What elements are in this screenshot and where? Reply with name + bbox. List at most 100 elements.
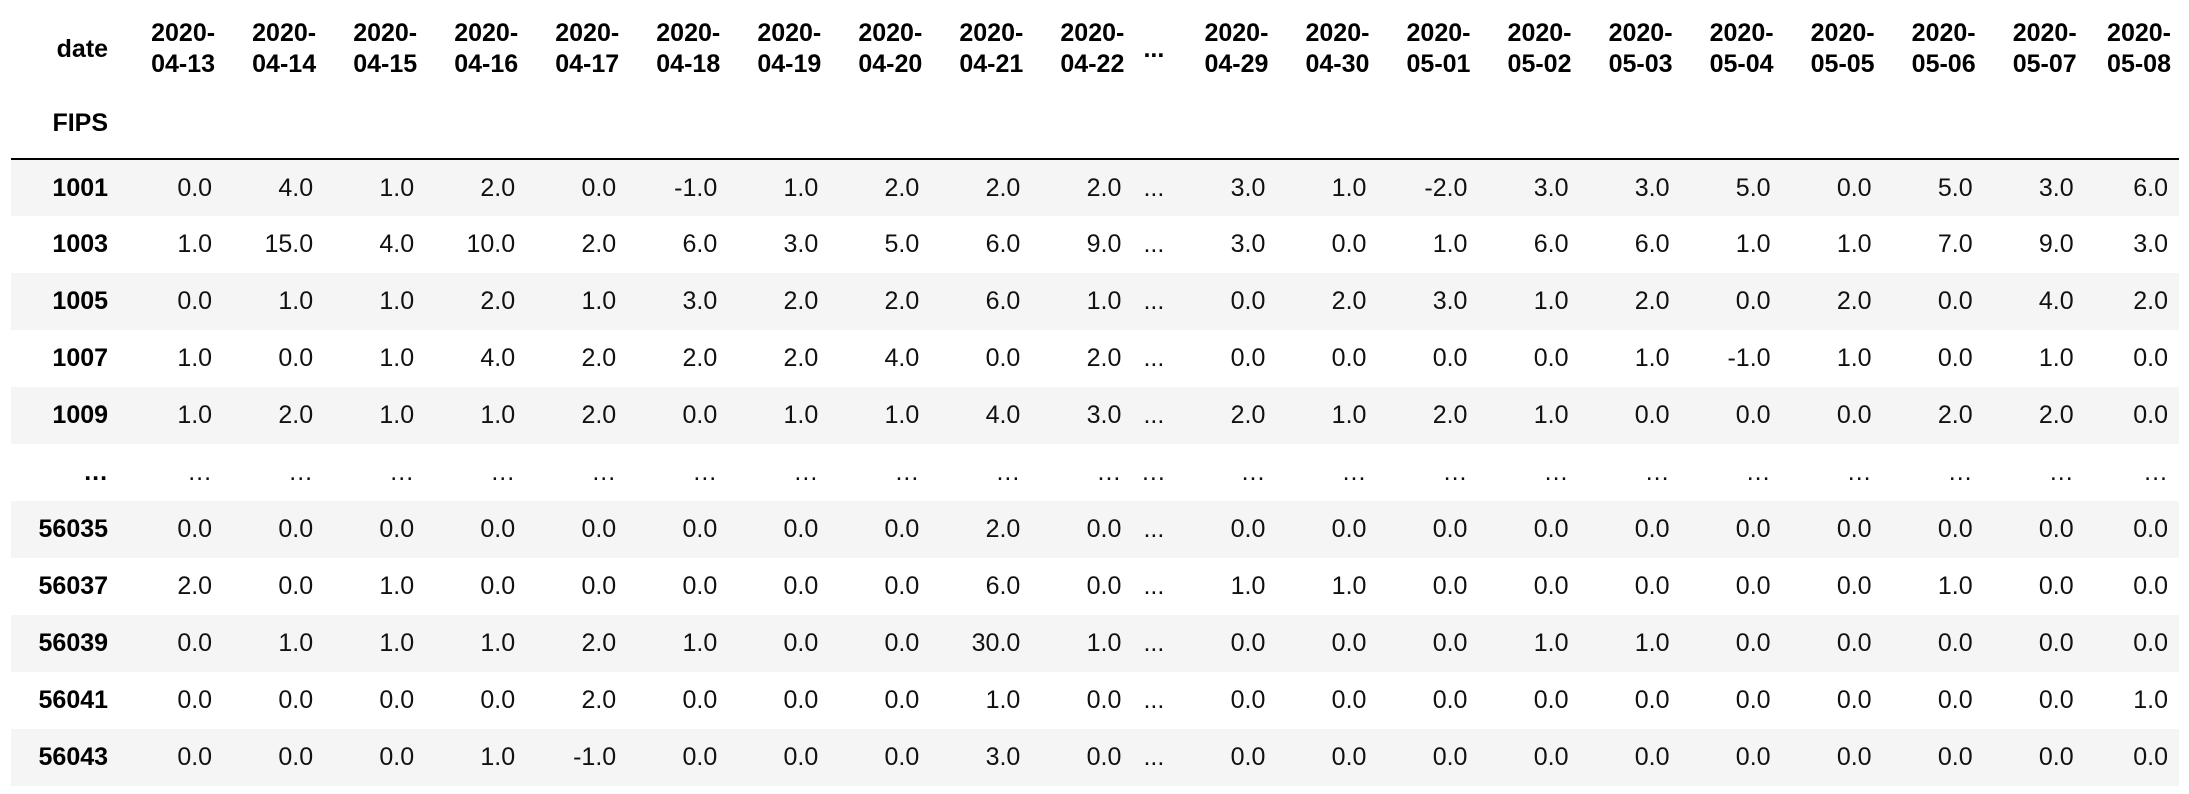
table-cell: 4.0 (379, 230, 415, 258)
table-cell: 1.0 (1836, 230, 1872, 258)
table-cell: 2.0 (2038, 401, 2074, 429)
table-cell: 2.0 (1836, 287, 1872, 315)
table-cell: 5.0 (1937, 173, 1973, 202)
table-cell: 1.0 (379, 629, 415, 657)
table-row: 1005 0.0 1.0 1.0 2.0 1.0 3.0 2.0 2.0 6.0 1.0... 0.0… (11, 273, 2179, 330)
table-cell: 0.0 (1634, 515, 1670, 543)
table-cell: 0.0 (2133, 401, 2168, 429)
table-cell: 0.0 (2038, 686, 2074, 714)
table-cell: 3.0 (1230, 230, 1266, 258)
table-cell: 9.0 (1086, 230, 1122, 258)
index-row-spacer (1276, 98, 1378, 160)
index-row-spacer (425, 98, 527, 160)
table-cell: 0.0 (1735, 401, 1771, 429)
table-cell: 2.0 (884, 287, 920, 315)
date-column-header: 2020- 05-02 (1507, 19, 1572, 78)
table-cell: 0.0 (1735, 629, 1771, 657)
table-cell: 0.0 (2038, 515, 2074, 543)
table-cell: 0.0 (1331, 629, 1367, 657)
table-row: 1001 0.0 4.0 1.0 2.0 0.0 -1.0 1.0 2.0 2.0 2.0... 3.… (11, 159, 2179, 216)
table-cell: 0.0 (884, 572, 920, 600)
date-column-header: 2020- 05-06 (1911, 19, 1976, 78)
ellipsis-cell: ... (1143, 230, 1165, 258)
table-cell: ... (188, 458, 213, 486)
table-cell: 0.0 (1086, 743, 1122, 771)
table-cell: 1.0 (1331, 401, 1367, 429)
table-cell: 0.0 (1230, 686, 1266, 714)
table-cell: 2.0 (884, 173, 920, 202)
table-cell: 0.0 (1331, 743, 1367, 771)
table-cell: ... (1443, 458, 1468, 486)
table-cell: 2.0 (1086, 344, 1122, 372)
table-cell: ... (390, 458, 415, 486)
table-cell: 0.0 (1230, 629, 1266, 657)
column-axis-name: date (56, 34, 109, 63)
table-cell: 1.0 (1634, 344, 1670, 372)
date-column-header: 2020- 04-22 (1060, 19, 1125, 78)
table-cell: 2.0 (1432, 401, 1468, 429)
date-header-row: date 2020- 04-13 2020- 04-14 2020- 04-15 2020-… (11, 0, 2179, 98)
table-cell: 0.0 (177, 743, 213, 771)
date-column-header: 2020- 05-04 (1709, 19, 1774, 78)
table-cell: 2.0 (682, 344, 718, 372)
table-cell: 0.0 (783, 686, 819, 714)
table-cell: 1.0 (1331, 572, 1367, 600)
table-cell: 0.0 (379, 686, 415, 714)
row-index-fips: 56037 (38, 572, 109, 600)
table-cell: 10.0 (466, 230, 516, 258)
row-index-fips: 1005 (52, 287, 109, 315)
table-cell: 1.0 (379, 173, 415, 202)
table-cell: 0.0 (278, 572, 314, 600)
table-cell: 0.0 (1432, 572, 1468, 600)
table-cell: 6.0 (985, 230, 1021, 258)
table-row: 56037 2.0 0.0 1.0 0.0 0.0 0.0 0.0 0.0 6.0 0.0... 1.… (11, 558, 2179, 615)
date-column-header: 2020- 05-03 (1608, 19, 1673, 78)
table-cell: 0.0 (2133, 572, 2168, 600)
date-column-header: 2020- 04-30 (1305, 19, 1370, 78)
table-cell: 0.0 (1086, 686, 1122, 714)
table-cell: 0.0 (1331, 515, 1367, 543)
table-cell: 1.0 (783, 401, 819, 429)
table-cell: 2.0 (480, 287, 516, 315)
table-cell: 6.0 (985, 572, 1021, 600)
table-cell: 2.0 (1937, 401, 1973, 429)
index-row-spacer (728, 98, 830, 160)
table-cell: 1.0 (1533, 401, 1569, 429)
table-cell: 0.0 (177, 686, 213, 714)
date-column-header: 2020- 04-14 (252, 19, 317, 78)
table-cell: 4.0 (884, 344, 920, 372)
date-column-header: 2020- 05-07 (2012, 19, 2077, 78)
table-cell: 30.0 (971, 629, 1021, 657)
table-cell: -1.0 (1727, 344, 1771, 372)
table-cell: 0.0 (278, 515, 314, 543)
dataframe-output: date 2020- 04-13 2020- 04-14 2020- 04-15 2020-… (11, 0, 2179, 786)
date-column-header: 2020- 05-08 (2107, 19, 2171, 78)
table-cell: 0.0 (1086, 572, 1122, 600)
index-row-spacer (526, 98, 628, 160)
table-cell: 2.0 (783, 344, 819, 372)
index-row-spacer (930, 98, 1032, 160)
row-index-fips: 1001 (52, 173, 109, 202)
table-cell: 2.0 (1230, 401, 1266, 429)
table-cell: 0.0 (884, 686, 920, 714)
table-cell: 0.0 (2038, 743, 2074, 771)
table-cell: 0.0 (1735, 743, 1771, 771)
date-column-header: 2020- 05-01 (1406, 19, 1471, 78)
table-cell: 2.0 (1634, 287, 1670, 315)
table-cell: 0.0 (1432, 515, 1468, 543)
table-cell: 0.0 (884, 629, 920, 657)
index-row-spacer (1680, 98, 1782, 160)
table-cell: 0.0 (1735, 287, 1771, 315)
table-cell: 4.0 (278, 173, 314, 202)
row-index-fips: 1003 (52, 230, 109, 258)
table-cell: 0.0 (1836, 401, 1872, 429)
table-cell: -1.0 (573, 743, 617, 771)
table-cell: 1.0 (379, 287, 415, 315)
table-cell: 0.0 (1331, 686, 1367, 714)
table-cell: ... (996, 458, 1021, 486)
table-cell: 0.0 (177, 629, 213, 657)
ellipsis-cell: ... (1143, 287, 1165, 315)
table-cell: 0.0 (278, 344, 314, 372)
table-cell: 6.0 (985, 287, 1021, 315)
row-index-fips: 1009 (52, 401, 109, 429)
